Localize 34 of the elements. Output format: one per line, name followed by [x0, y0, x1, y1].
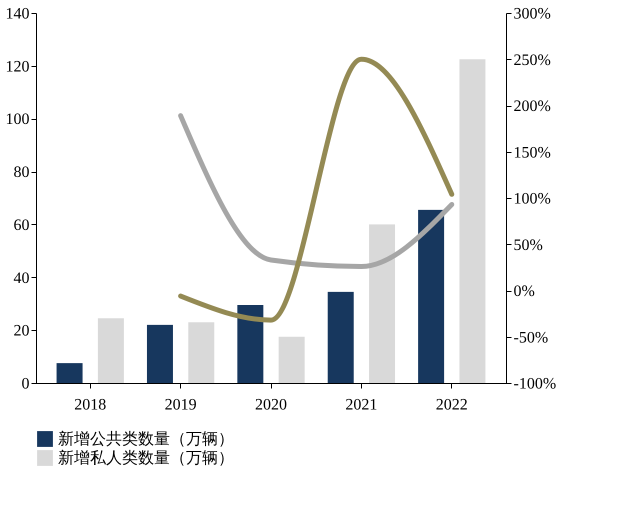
bar [146, 324, 173, 383]
bar [418, 210, 444, 383]
y2-tick-label: 0% [514, 283, 535, 300]
y2-tick-label: 250% [514, 52, 551, 69]
y-tick-label: 40 [14, 270, 30, 287]
y2-tick-label: 200% [514, 98, 551, 115]
bar [369, 224, 396, 383]
x-tick-label: 2022 [436, 396, 468, 414]
y-tick-label: 80 [14, 164, 30, 182]
bar [328, 292, 354, 383]
bar [188, 322, 214, 383]
y2-tick-label: 50% [514, 236, 543, 254]
y2-tick-label: -50% [514, 329, 548, 346]
bar [237, 305, 264, 383]
y2-tick-label: -100% [514, 376, 556, 392]
y2-tick-label: 100% [514, 190, 551, 208]
y2-tick-label: 300% [514, 6, 551, 22]
x-tick-label: 2021 [345, 396, 378, 414]
legend-label: 新增私人类数量（万辆） [58, 449, 234, 467]
bar [278, 336, 305, 383]
y2-tick-label: 150% [514, 144, 551, 162]
y-tick-label: 20 [14, 322, 30, 340]
x-tick-label: 2020 [255, 396, 287, 414]
y-tick-label: 60 [14, 216, 30, 234]
y-tick-label: 140 [6, 6, 30, 22]
x-tick-label: 2018 [74, 396, 106, 414]
x-tick-label: 2019 [164, 396, 197, 414]
legend-label: 新增公共类数量（万辆） [58, 430, 234, 448]
y-tick-label: 120 [6, 58, 30, 76]
bar [98, 318, 124, 383]
bar [459, 59, 486, 383]
y-tick-label: 100 [6, 111, 30, 128]
bar [56, 363, 83, 383]
y-tick-label: 0 [22, 376, 30, 392]
